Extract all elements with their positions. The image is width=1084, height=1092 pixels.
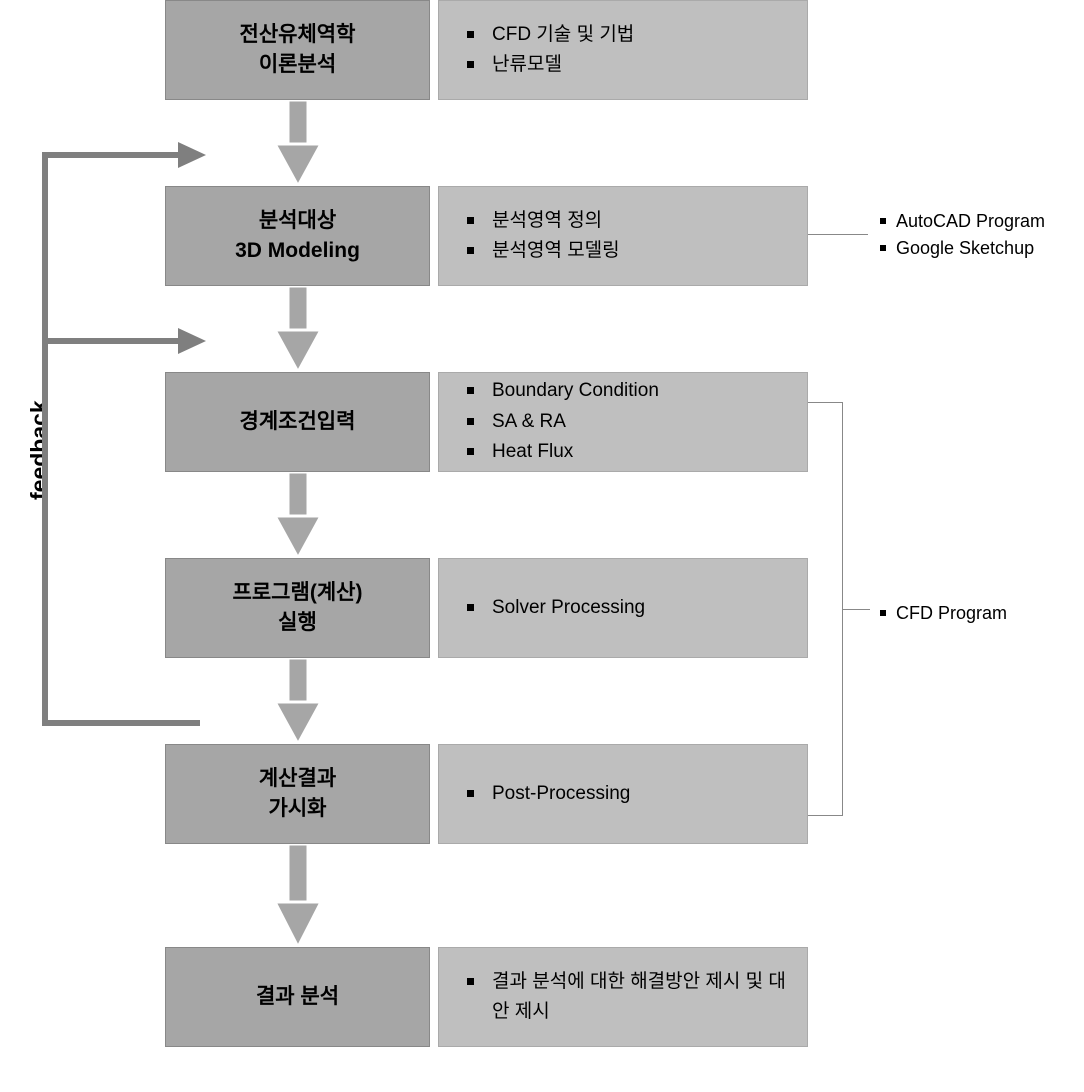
side-item: Google Sketchup — [880, 235, 1045, 262]
bullet-icon — [467, 448, 474, 455]
arrow-down-icon — [275, 472, 321, 558]
detail-item: Boundary Condition — [467, 376, 807, 406]
feedback-line-top-branch — [42, 152, 182, 158]
step-title-box: 경계조건입력 — [165, 372, 430, 472]
bullet-icon — [467, 217, 474, 224]
step-detail-box: Solver Processing — [438, 558, 808, 658]
feedback-line-mid-branch — [42, 338, 182, 344]
detail-item: 분석영역 정의 — [467, 206, 807, 236]
arrow-down-icon — [275, 100, 321, 186]
detail-text: Post-Processing — [492, 779, 630, 809]
step-detail-box: Boundary Condition SA & RA Heat Flux — [438, 372, 808, 472]
step-title-line: 결과 분석 — [256, 982, 339, 1012]
step-detail-box: 분석영역 정의 분석영역 모델링 — [438, 186, 808, 286]
step-title-line: 가시화 — [269, 794, 327, 824]
step-row-4: 프로그램(계산) 실행 Solver Processing — [165, 558, 808, 658]
step-title-box: 전산유체역학 이론분석 — [165, 0, 430, 100]
bracket-top-h — [808, 402, 843, 403]
step-title-line: 프로그램(계산) — [233, 578, 363, 608]
bullet-icon — [880, 610, 886, 616]
step-title-line: 이론분석 — [259, 50, 336, 80]
bracket-mid-h — [842, 609, 870, 610]
side-item: AutoCAD Program — [880, 208, 1045, 235]
flow-arrow-down — [275, 472, 321, 558]
step-title-line: 실행 — [278, 608, 317, 638]
step-detail-box: CFD 기술 및 기법 난류모델 — [438, 0, 808, 100]
step-title-box: 분석대상 3D Modeling — [165, 186, 430, 286]
detail-item: Solver Processing — [467, 593, 807, 623]
arrow-right-icon — [178, 142, 206, 168]
step-title-line: 분석대상 — [259, 206, 336, 236]
step-title-line: 계산결과 — [259, 764, 336, 794]
side-text: CFD Program — [896, 600, 1007, 627]
step-title-box: 프로그램(계산) 실행 — [165, 558, 430, 658]
flow-arrow-down — [275, 100, 321, 186]
detail-item: 난류모델 — [467, 50, 807, 80]
bullet-icon — [467, 604, 474, 611]
arrow-right-icon — [178, 328, 206, 354]
bullet-icon — [467, 978, 474, 985]
bullet-icon — [467, 31, 474, 38]
step-detail-box: Post-Processing — [438, 744, 808, 844]
feedback-arrowhead — [178, 328, 206, 359]
bullet-icon — [467, 387, 474, 394]
flow-arrow-down — [275, 844, 321, 947]
detail-item: SA & RA — [467, 407, 807, 437]
feedback-line-vertical — [42, 152, 48, 726]
step-title-line: 경계조건입력 — [240, 407, 356, 437]
detail-text: SA & RA — [492, 407, 566, 437]
side-annotation-bottom: CFD Program — [880, 600, 1007, 627]
feedback-label: feedback — [26, 400, 53, 500]
step-title-box: 계산결과 가시화 — [165, 744, 430, 844]
bullet-icon — [880, 245, 886, 251]
detail-item: CFD 기술 및 기법 — [467, 20, 807, 50]
step-row-5: 계산결과 가시화 Post-Processing — [165, 744, 808, 844]
flow-arrow-down — [275, 286, 321, 372]
bullet-icon — [467, 61, 474, 68]
side-annotation-top: AutoCAD Program Google Sketchup — [880, 208, 1045, 262]
detail-text: Heat Flux — [492, 437, 573, 467]
arrow-down-icon — [275, 286, 321, 372]
step-detail-box: 결과 분석에 대한 해결방안 제시 및 대안 제시 — [438, 947, 808, 1047]
bullet-icon — [467, 790, 474, 797]
detail-item: Post-Processing — [467, 779, 807, 809]
detail-text: 분석영역 정의 — [492, 206, 602, 236]
detail-text: Boundary Condition — [492, 376, 659, 406]
step-row-6: 결과 분석 결과 분석에 대한 해결방안 제시 및 대안 제시 — [165, 947, 808, 1047]
feedback-arrowhead — [178, 142, 206, 173]
detail-item: 분석영역 모델링 — [467, 236, 807, 266]
step-row-2: 분석대상 3D Modeling 분석영역 정의 분석영역 모델링 — [165, 186, 808, 286]
step-row-1: 전산유체역학 이론분석 CFD 기술 및 기법 난류모델 — [165, 0, 808, 100]
feedback-line-bottom — [42, 720, 200, 726]
connector-line-top — [808, 234, 868, 235]
step-title-line: 3D Modeling — [235, 236, 360, 266]
bullet-icon — [467, 247, 474, 254]
step-row-3: 경계조건입력 Boundary Condition SA & RA Heat F… — [165, 372, 808, 472]
detail-text: Solver Processing — [492, 593, 645, 623]
step-title-line: 전산유체역학 — [240, 20, 356, 50]
arrow-down-icon — [275, 844, 321, 947]
step-title-box: 결과 분석 — [165, 947, 430, 1047]
side-text: AutoCAD Program — [896, 208, 1045, 235]
detail-text: 분석영역 모델링 — [492, 236, 620, 266]
side-text: Google Sketchup — [896, 235, 1034, 262]
flow-arrow-down — [275, 658, 321, 744]
arrow-down-icon — [275, 658, 321, 744]
detail-text: 결과 분석에 대한 해결방안 제시 및 대안 제시 — [492, 967, 787, 1028]
detail-item: Heat Flux — [467, 437, 807, 467]
bullet-icon — [467, 418, 474, 425]
bracket-bottom-h — [808, 815, 843, 816]
detail-text: 난류모델 — [492, 50, 562, 80]
side-item: CFD Program — [880, 600, 1007, 627]
bullet-icon — [880, 218, 886, 224]
detail-text: CFD 기술 및 기법 — [492, 20, 634, 50]
detail-item: 결과 분석에 대한 해결방안 제시 및 대안 제시 — [467, 967, 787, 1028]
